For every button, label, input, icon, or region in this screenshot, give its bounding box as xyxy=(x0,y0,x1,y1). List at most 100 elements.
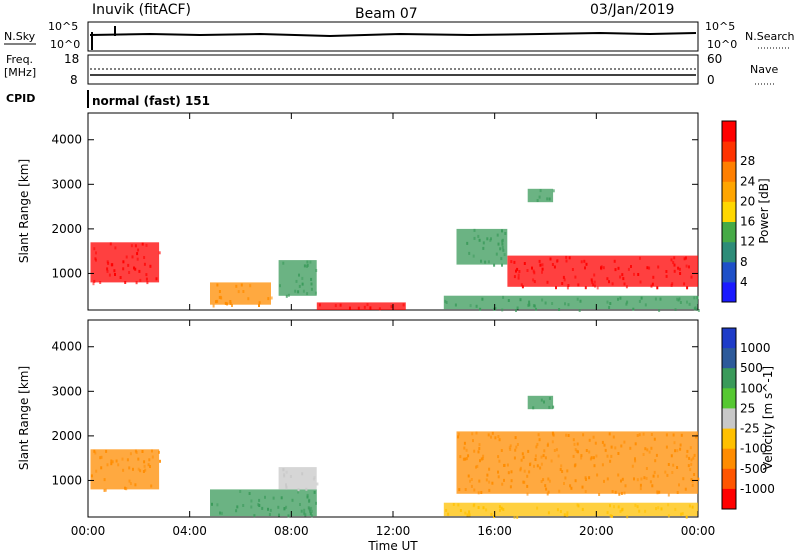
velocity-echo-cell xyxy=(139,469,142,473)
velocity-echo-cell xyxy=(462,457,465,461)
power-echo-cell xyxy=(454,303,457,307)
velocity-echo-cell xyxy=(691,483,694,487)
velocity-echo-cell xyxy=(682,477,685,481)
velocity-echo-cell xyxy=(685,454,688,458)
power-echo-cell xyxy=(592,283,595,287)
velocity-echo-cell xyxy=(242,504,245,507)
velocity-echo-cell xyxy=(534,454,537,458)
power-echo-cell xyxy=(564,302,566,306)
velocity-echo-cell xyxy=(544,456,547,460)
power-echo-cell xyxy=(93,279,96,283)
velocity-echo-cell xyxy=(609,504,611,508)
velocity-echo-cell xyxy=(250,505,253,509)
velocity-echo-cell xyxy=(611,514,613,518)
power-echo-cell xyxy=(606,277,609,281)
colorbar-tick-label: 20 xyxy=(740,194,755,208)
velocity-echo-cell xyxy=(519,468,522,472)
velocity-echo-cell xyxy=(452,503,455,506)
power-echo-cell xyxy=(502,248,505,252)
power-echo-cell xyxy=(294,289,297,293)
power-echo-cell xyxy=(130,244,133,248)
velocity-echo-cell xyxy=(623,491,626,495)
power-echo-cell xyxy=(334,304,337,308)
velocity-echo-cell xyxy=(132,467,134,471)
power-echo-cell xyxy=(627,267,630,271)
velocity-echo-cell xyxy=(593,464,596,468)
power-echo-cell xyxy=(658,309,661,312)
nave-label: Nave xyxy=(750,63,778,76)
velocity-echo-cell xyxy=(90,474,93,478)
velocity-echo-cell xyxy=(610,454,613,458)
power-echo-cell xyxy=(366,303,369,307)
velocity-echo-cell xyxy=(606,477,609,481)
power-echo-cell xyxy=(644,303,647,307)
velocity-echo-cell xyxy=(516,443,519,446)
velocity-echo-cell xyxy=(573,464,576,468)
power-echo-cell xyxy=(528,300,531,304)
velocity-echo-cell xyxy=(309,509,311,513)
velocity-echo-cell xyxy=(540,480,543,483)
velocity-echo-cell xyxy=(490,512,493,516)
velocity-echo-cell xyxy=(497,475,500,479)
velocity-echo-cell xyxy=(285,486,288,490)
velocity-echo-cell xyxy=(110,459,113,463)
velocity-echo-cell xyxy=(567,434,570,437)
power-echo-cell xyxy=(134,267,137,271)
freq-label: Freq. xyxy=(6,53,33,66)
power-echo-cell xyxy=(220,295,222,299)
velocity-echo-cell xyxy=(634,442,637,446)
power-echo-cell xyxy=(226,302,229,306)
velocity-echo-cell xyxy=(657,506,660,510)
velocity-echo-cell xyxy=(477,491,480,495)
velocity-echo-cell xyxy=(488,467,491,471)
power-colorbar: 4 8 12 16 20 24 28 xyxy=(721,120,755,303)
power-echo-cell xyxy=(134,244,137,248)
velocity-echo-cell xyxy=(459,455,462,459)
y-tick-label: 1000 xyxy=(51,266,82,280)
velocity-echo-cell xyxy=(588,438,591,442)
power-echo-region xyxy=(507,255,698,287)
velocity-echo-cell xyxy=(277,505,280,509)
colorbar-segment xyxy=(722,328,736,349)
velocity-echo-cell xyxy=(485,508,488,512)
power-echo-cell xyxy=(630,265,632,268)
velocity-echo-cell xyxy=(103,478,106,482)
velocity-echo-cell xyxy=(536,464,539,468)
power-echo-cell xyxy=(617,297,619,301)
power-echo-cell xyxy=(513,275,516,279)
nsearch-label: N.Search xyxy=(745,30,795,43)
velocity-echo-cell xyxy=(585,478,587,481)
power-echo-cell xyxy=(141,242,144,246)
velocity-echo-cell xyxy=(467,454,470,458)
power-echo-cell xyxy=(536,199,539,202)
colorbar-tick-label: 16 xyxy=(740,215,755,229)
velocity-echo-cell xyxy=(142,470,145,473)
power-echo-cell xyxy=(249,284,252,288)
nave-tick-low: 0 xyxy=(707,73,715,87)
velocity-echo-cell xyxy=(548,479,551,483)
power-echo-cell xyxy=(137,248,140,252)
velocity-echo-cell xyxy=(305,487,308,491)
power-echo-cell xyxy=(683,282,686,286)
colorbar-segment xyxy=(722,388,736,409)
power-echo-cell xyxy=(125,255,128,259)
power-echo-cell xyxy=(532,269,535,273)
velocity-echo-cell xyxy=(546,443,549,447)
power-echo-cell xyxy=(302,289,305,293)
power-echo-cell xyxy=(158,251,161,255)
velocity-echo-cell xyxy=(520,458,523,462)
power-echo-cell xyxy=(558,308,561,311)
power-echo-cell xyxy=(146,281,149,285)
velocity-echo-cell xyxy=(536,442,539,446)
power-echo-cell xyxy=(562,275,565,279)
velocity-echo-cell xyxy=(106,463,109,467)
power-echo-cell xyxy=(494,307,497,311)
power-echo-cell xyxy=(235,284,238,288)
power-echo-cell xyxy=(310,287,313,291)
power-echo-cell xyxy=(258,301,261,305)
power-echo-cell xyxy=(135,281,138,285)
velocity-echo-cell xyxy=(458,488,461,492)
velocity-echo-cell xyxy=(498,505,501,509)
power-echo-cell xyxy=(602,266,605,270)
freq-panel xyxy=(87,54,699,85)
